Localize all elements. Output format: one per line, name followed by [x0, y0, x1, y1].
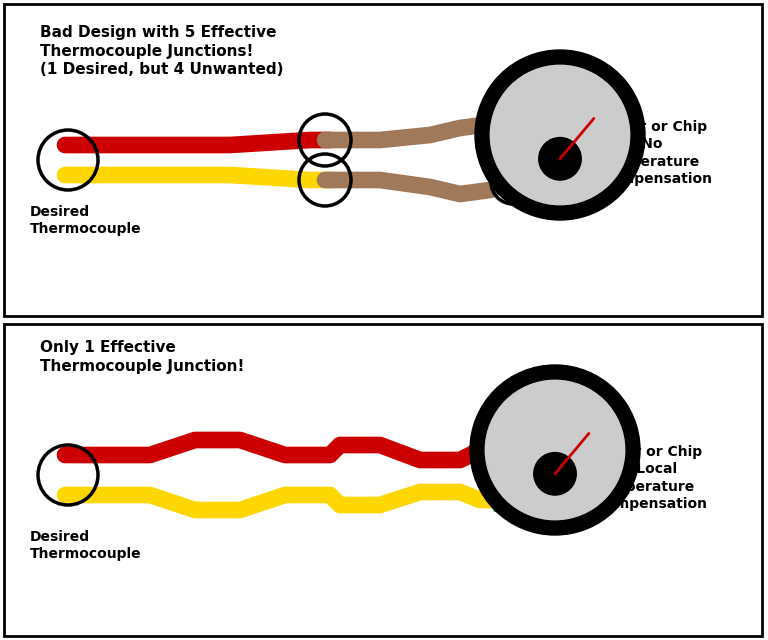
Text: Only 1 Effective
Thermocouple Junction!: Only 1 Effective Thermocouple Junction! [40, 340, 244, 374]
FancyBboxPatch shape [4, 324, 762, 636]
Ellipse shape [538, 138, 581, 180]
Ellipse shape [490, 65, 630, 205]
FancyBboxPatch shape [4, 4, 762, 316]
Text: Bad Design with 5 Effective
Thermocouple Junctions!
(1 Desired, but 4 Unwanted): Bad Design with 5 Effective Thermocouple… [40, 25, 283, 77]
Ellipse shape [485, 380, 624, 520]
Text: Desired
Thermocouple: Desired Thermocouple [30, 205, 141, 236]
Text: Desired
Thermocouple: Desired Thermocouple [30, 530, 141, 561]
Ellipse shape [470, 365, 640, 535]
Ellipse shape [534, 452, 576, 495]
Text: Meter or Chip
With No
Temperature
Compensation: Meter or Chip With No Temperature Compen… [600, 120, 712, 186]
Ellipse shape [475, 50, 645, 220]
Text: Meter or Chip
With Local
Temperature
Compensation: Meter or Chip With Local Temperature Com… [595, 445, 707, 511]
